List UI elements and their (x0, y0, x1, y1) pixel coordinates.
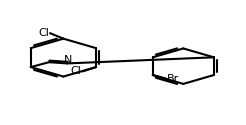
Text: Br: Br (167, 74, 179, 84)
Text: Cl: Cl (71, 66, 81, 76)
Text: Cl: Cl (38, 28, 49, 38)
Text: N: N (64, 55, 73, 65)
